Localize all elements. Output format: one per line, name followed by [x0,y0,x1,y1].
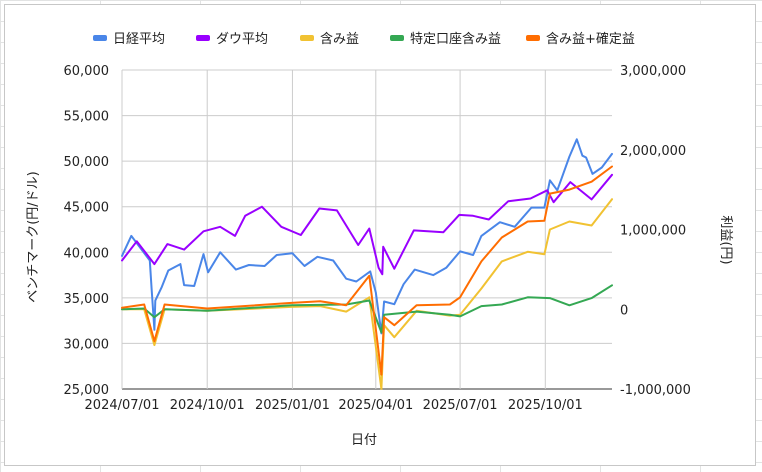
left-axis-ticks: 25,000 30,000 35,000 40,000 45,000 50,000 55,0… [64,64,110,398]
legend-entry[interactable]: ダウ平均 [196,32,268,47]
right-tick-label: 1,000,000 [620,224,686,239]
left-tick-label: 45,000 [64,201,110,216]
series-line [121,165,613,376]
legend-entry[interactable]: 日経平均 [93,32,165,47]
legend-label: ダウ平均 [216,32,268,47]
right-tick-label: 0 [620,303,628,318]
x-tick-label: 2024/10/01 [170,398,245,413]
x-tick-label: 2025/07/01 [423,398,498,413]
left-tick-label: 35,000 [64,292,110,307]
right-tick-label: 2,000,000 [620,144,686,159]
x-tick-label: 2025/01/01 [255,398,330,413]
legend: 日経平均 ダウ平均 含み益 特定口座含み益 含み益+確定益 [93,31,635,47]
legend-swatch [196,35,210,41]
legend-entry[interactable]: 特定口座含み益 [390,31,501,47]
left-tick-label: 30,000 [64,337,110,352]
legend-label: 日経平均 [113,32,165,47]
left-tick-label: 40,000 [64,246,110,261]
x-axis-ticks: 2024/07/01 2024/10/01 2025/01/01 2025/04/01… [85,398,583,413]
x-axis-title: 日付 [351,433,377,448]
legend-swatch [526,35,540,41]
legend-entry[interactable]: 含み益 [300,31,359,47]
x-tick-label: 2024/07/01 [85,398,160,413]
legend-label: 含み益 [320,31,359,47]
series-lines [121,138,613,390]
left-axis-title: ベンチマーク(円/ドル) [26,171,41,303]
left-tick-label: 50,000 [64,155,110,170]
series-line [121,138,613,335]
left-tick-label: 55,000 [64,110,110,125]
series-line [121,173,613,276]
right-tick-label: 3,000,000 [620,64,686,79]
left-tick-label: 60,000 [64,64,110,79]
legend-entry[interactable]: 含み益+確定益 [526,31,635,47]
legend-swatch [390,35,404,41]
left-tick-label: 25,000 [64,383,110,398]
legend-label: 含み益+確定益 [546,31,635,47]
right-axis-ticks: -1,000,000 0 1,000,000 2,000,000 3,000,000 [620,64,691,398]
series-line [121,284,613,334]
legend-swatch [300,35,314,41]
series-line [121,198,613,390]
legend-label: 特定口座含み益 [410,31,501,47]
right-axis-title: 利益(円) [718,215,733,264]
gridlines [121,69,612,390]
right-tick-label: -1,000,000 [620,383,691,398]
x-tick-label: 2025/04/01 [338,398,413,413]
legend-swatch [93,35,107,41]
x-tick-label: 2025/10/01 [508,398,583,413]
